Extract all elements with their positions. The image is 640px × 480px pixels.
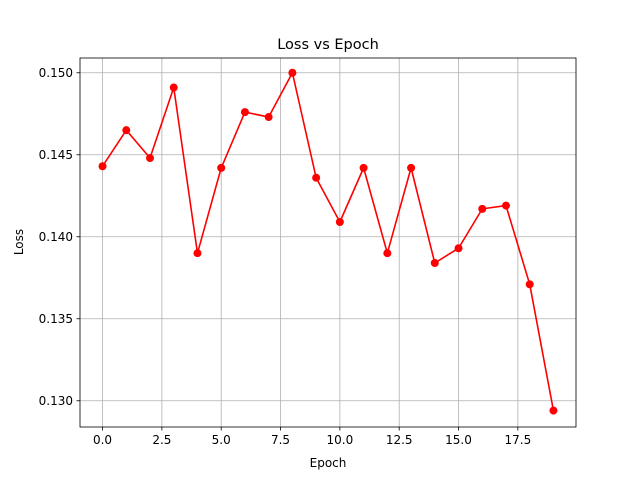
y-tick-label: 0.130 xyxy=(39,394,73,408)
x-tick-label: 12.5 xyxy=(386,433,413,447)
data-point xyxy=(501,201,510,210)
y-tick-label: 0.145 xyxy=(39,148,73,162)
y-tick-label: 0.135 xyxy=(39,312,73,326)
data-point xyxy=(146,154,155,163)
x-tick-label: 10.0 xyxy=(327,433,354,447)
chart-title: Loss vs Epoch xyxy=(277,37,379,53)
data-point xyxy=(383,249,392,258)
y-axis-title: Loss xyxy=(12,229,26,255)
x-tick-label: 5.0 xyxy=(212,433,231,447)
data-point xyxy=(169,83,178,92)
data-point xyxy=(240,108,249,117)
data-point xyxy=(525,280,534,289)
y-tick-label: 0.140 xyxy=(39,230,73,244)
data-point xyxy=(122,126,131,135)
data-point xyxy=(264,113,273,122)
loss-line xyxy=(101,71,555,411)
data-point xyxy=(359,163,368,172)
data-point xyxy=(407,163,416,172)
x-tick-label: 15.0 xyxy=(445,433,472,447)
grid xyxy=(80,58,576,427)
data-point xyxy=(98,162,107,171)
data-point xyxy=(478,204,487,213)
data-point xyxy=(454,244,463,253)
data-point xyxy=(193,249,202,258)
y-tick-label: 0.150 xyxy=(39,66,73,80)
data-point xyxy=(217,163,226,172)
ticks: 0.0 2.5 5.0 7.5 10.0 12.5 15.0 17.5 0.130 0.135 0.… xyxy=(39,66,532,447)
x-axis-title: Epoch xyxy=(310,456,347,470)
x-tick-label: 7.5 xyxy=(271,433,290,447)
series-loss xyxy=(98,68,558,415)
x-tick-label: 2.5 xyxy=(152,433,171,447)
data-point xyxy=(335,218,344,226)
data-point xyxy=(549,406,558,415)
data-point xyxy=(288,68,297,77)
plot-area xyxy=(80,58,576,427)
x-tick-label: 0.0 xyxy=(93,433,112,447)
data-point xyxy=(312,173,321,182)
x-tick-label: 17.5 xyxy=(504,433,531,447)
plot-frame xyxy=(79,57,577,428)
data-point xyxy=(430,259,439,267)
